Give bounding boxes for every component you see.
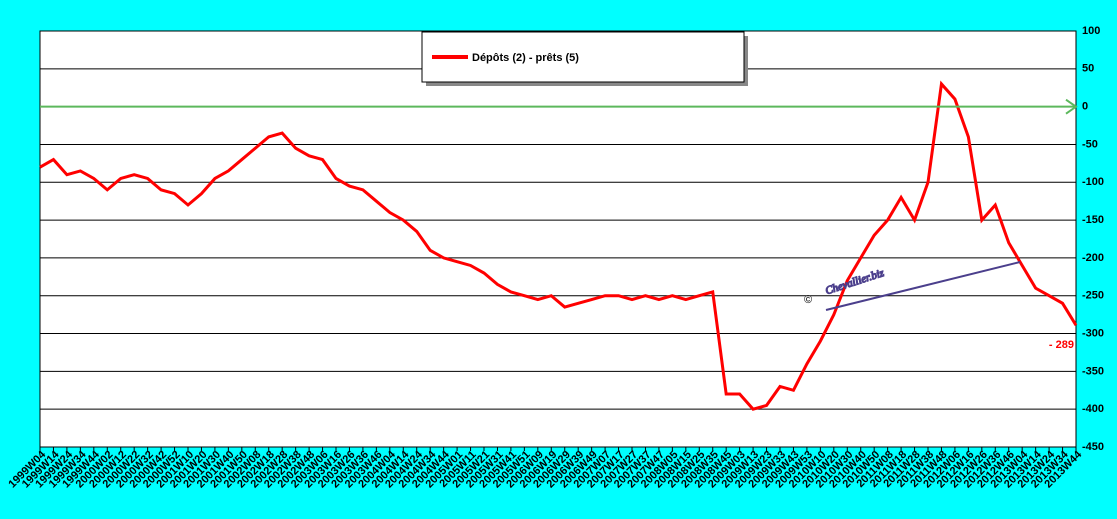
- watermark-symbol: ©: [804, 294, 812, 306]
- plot-area: [39, 30, 1077, 448]
- y-tick-label: -350: [1082, 365, 1104, 377]
- watermark-underline: [825, 261, 1021, 311]
- y-tick-label: 100: [1082, 25, 1100, 37]
- y-tick-label: -150: [1082, 214, 1104, 226]
- line: [39, 80, 1078, 411]
- reference-arrow: [1065, 98, 1078, 115]
- y-tick-label: -50: [1082, 138, 1098, 150]
- y-tick-label: 50: [1082, 63, 1094, 75]
- y-tick-label: -250: [1082, 290, 1104, 302]
- legend-box: [421, 31, 745, 83]
- y-tick-label: -300: [1082, 327, 1104, 339]
- y-tick-label: 0: [1082, 101, 1088, 113]
- legend-label: Dépôts (2) - prêts (5): [472, 52, 579, 64]
- y-tick-label: -100: [1082, 176, 1104, 188]
- y-tick-label: -450: [1082, 441, 1104, 453]
- y-tick-label: -200: [1082, 252, 1104, 264]
- value-label: - 289: [1049, 339, 1074, 351]
- y-tick-label: -400: [1082, 403, 1104, 415]
